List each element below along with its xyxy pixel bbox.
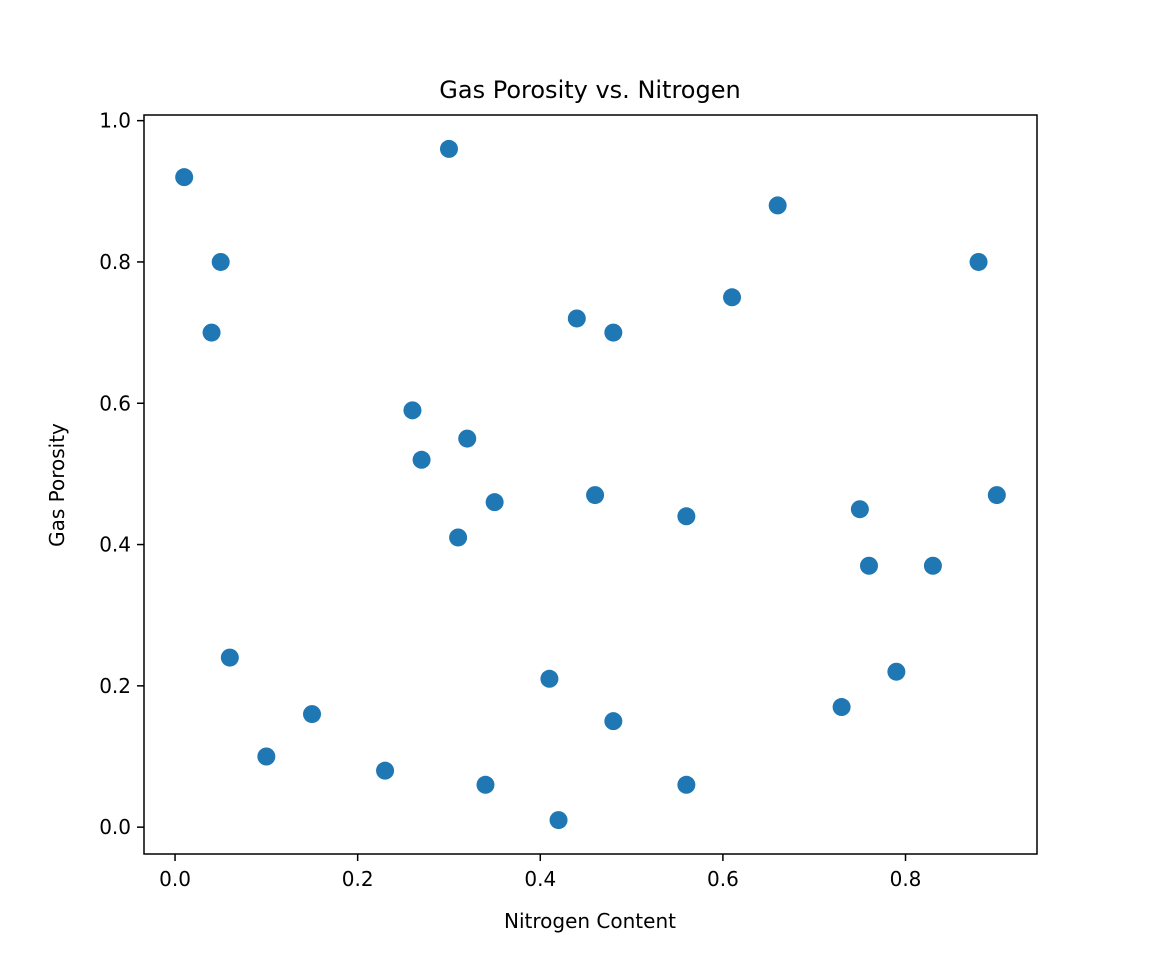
data-point-7 [403,401,422,420]
data-point-28 [923,556,942,575]
y-axis-label: Gas Porosity [45,423,69,547]
data-point-30 [987,486,1006,505]
y-tick-label: 0.8 [99,250,131,274]
data-point-18 [604,323,623,342]
plot-area-frame [143,114,1038,855]
y-tick-label: 0.6 [99,391,131,415]
data-point-11 [458,429,477,448]
data-point-0 [175,168,194,187]
x-axis-ticks: 0.0 0.2 0.4 0.6 0.8 [159,854,921,891]
data-point-3 [220,648,239,667]
y-tick-label: 0.2 [99,674,131,698]
data-point-1 [202,323,221,342]
data-point-23 [768,196,787,215]
x-tick-label: 0.4 [524,867,556,891]
chart-title: Gas Porosity vs. Nitrogen [439,76,740,104]
x-tick-label: 0.8 [890,867,922,891]
x-tick-label: 0.2 [342,867,374,891]
data-point-16 [567,309,586,328]
data-point-14 [540,669,559,688]
data-point-2 [211,252,230,271]
x-tick-label: 0.6 [707,867,739,891]
data-point-19 [604,712,623,731]
data-point-24 [832,698,851,717]
data-point-10 [449,528,468,547]
data-point-9 [439,139,458,158]
y-tick-label: 0.0 [99,815,131,839]
data-point-6 [376,761,395,780]
data-points [175,139,1006,830]
x-tick-label: 0.0 [159,867,191,891]
data-point-13 [485,493,504,512]
data-point-21 [677,775,696,794]
data-point-5 [303,705,322,724]
data-point-27 [887,662,906,681]
x-axis-label: Nitrogen Content [504,909,676,933]
data-point-17 [586,486,605,505]
data-point-22 [723,288,742,307]
data-point-26 [859,556,878,575]
y-tick-label: 0.4 [99,533,131,557]
data-point-15 [549,811,568,830]
y-axis-ticks: 0.0 0.2 0.4 0.6 0.8 1.0 [99,109,144,839]
y-tick-label: 1.0 [99,109,131,133]
data-point-8 [412,450,431,469]
data-point-12 [476,775,495,794]
data-point-20 [677,507,696,526]
data-point-4 [257,747,276,766]
data-point-29 [969,252,988,271]
data-point-25 [850,500,869,519]
